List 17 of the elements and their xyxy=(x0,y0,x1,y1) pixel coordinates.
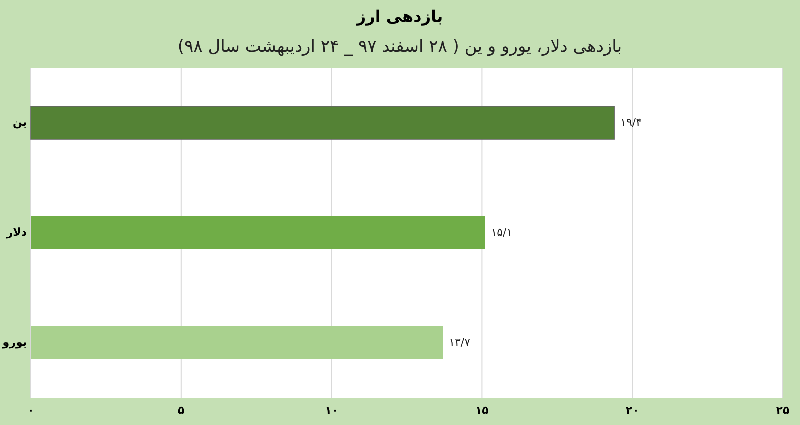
x-tick-label: ۲۰ xyxy=(626,404,640,417)
y-tick-label: ین xyxy=(12,116,27,130)
chart-subtitle: بازدهی دلار، یورو و ین ( ۲۸ اسفند ۹۷ _ ۲۴ اردیبهشت سال ۹۸) xyxy=(178,37,622,57)
x-tick-label: ۱۰ xyxy=(325,404,339,417)
data-label: ۱۵/۱ xyxy=(491,226,513,240)
data-label: ۱۹/۴ xyxy=(620,116,642,130)
data-label: ۱۳/۷ xyxy=(449,336,471,350)
y-tick-label: دلار xyxy=(6,226,28,240)
x-tick-label: ۰ xyxy=(28,404,34,417)
y-tick-label: یورو xyxy=(2,336,27,350)
bar xyxy=(31,216,486,250)
bar xyxy=(30,106,615,140)
x-tick-label: ۲۵ xyxy=(776,404,790,417)
x-tick-label: ۵ xyxy=(178,404,186,417)
chart-title: بازدهی ارز xyxy=(356,7,444,26)
bar xyxy=(31,326,444,360)
x-tick-label: ۱۵ xyxy=(475,404,490,417)
